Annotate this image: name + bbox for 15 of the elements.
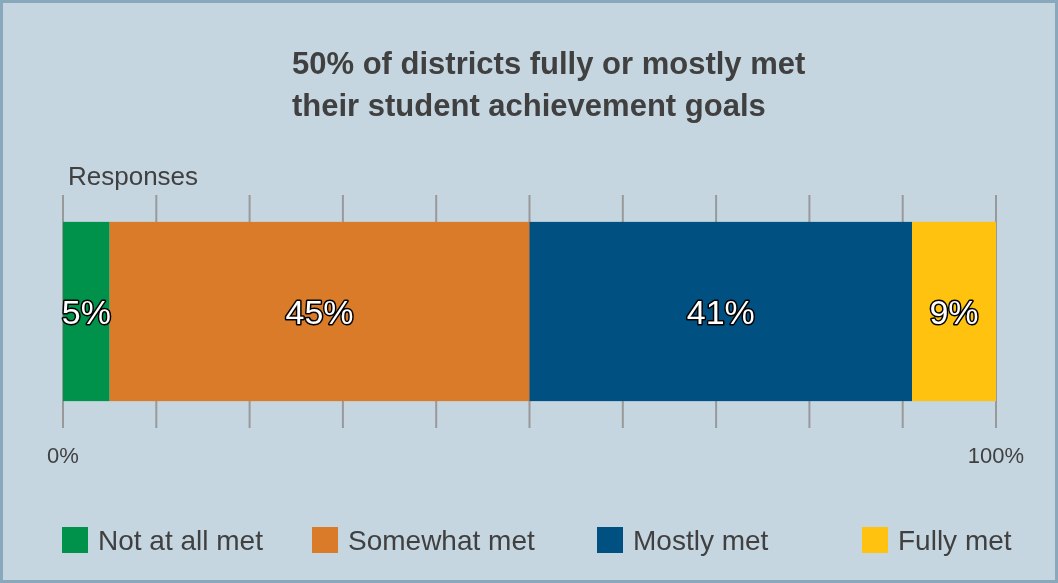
legend-label: Fully met	[898, 525, 1012, 556]
chart-title: 50% of districts fully or mostly met their student achievement goals	[292, 46, 806, 123]
data-label: 45%	[285, 292, 354, 331]
legend-label: Somewhat met	[348, 525, 535, 556]
y-tick-label: Responses	[68, 161, 199, 191]
legend-label: Not at all met	[98, 525, 264, 556]
data-label: 5%	[61, 292, 111, 331]
bar	[912, 221, 996, 402]
bar	[109, 221, 530, 402]
data-label: 9%	[929, 292, 979, 331]
x-tick-label: 100%	[967, 443, 1025, 468]
legend-label: Mostly met	[633, 525, 769, 556]
bar	[529, 221, 913, 402]
x-tick-label: 0%	[47, 443, 79, 468]
data-label: 41%	[686, 292, 755, 331]
